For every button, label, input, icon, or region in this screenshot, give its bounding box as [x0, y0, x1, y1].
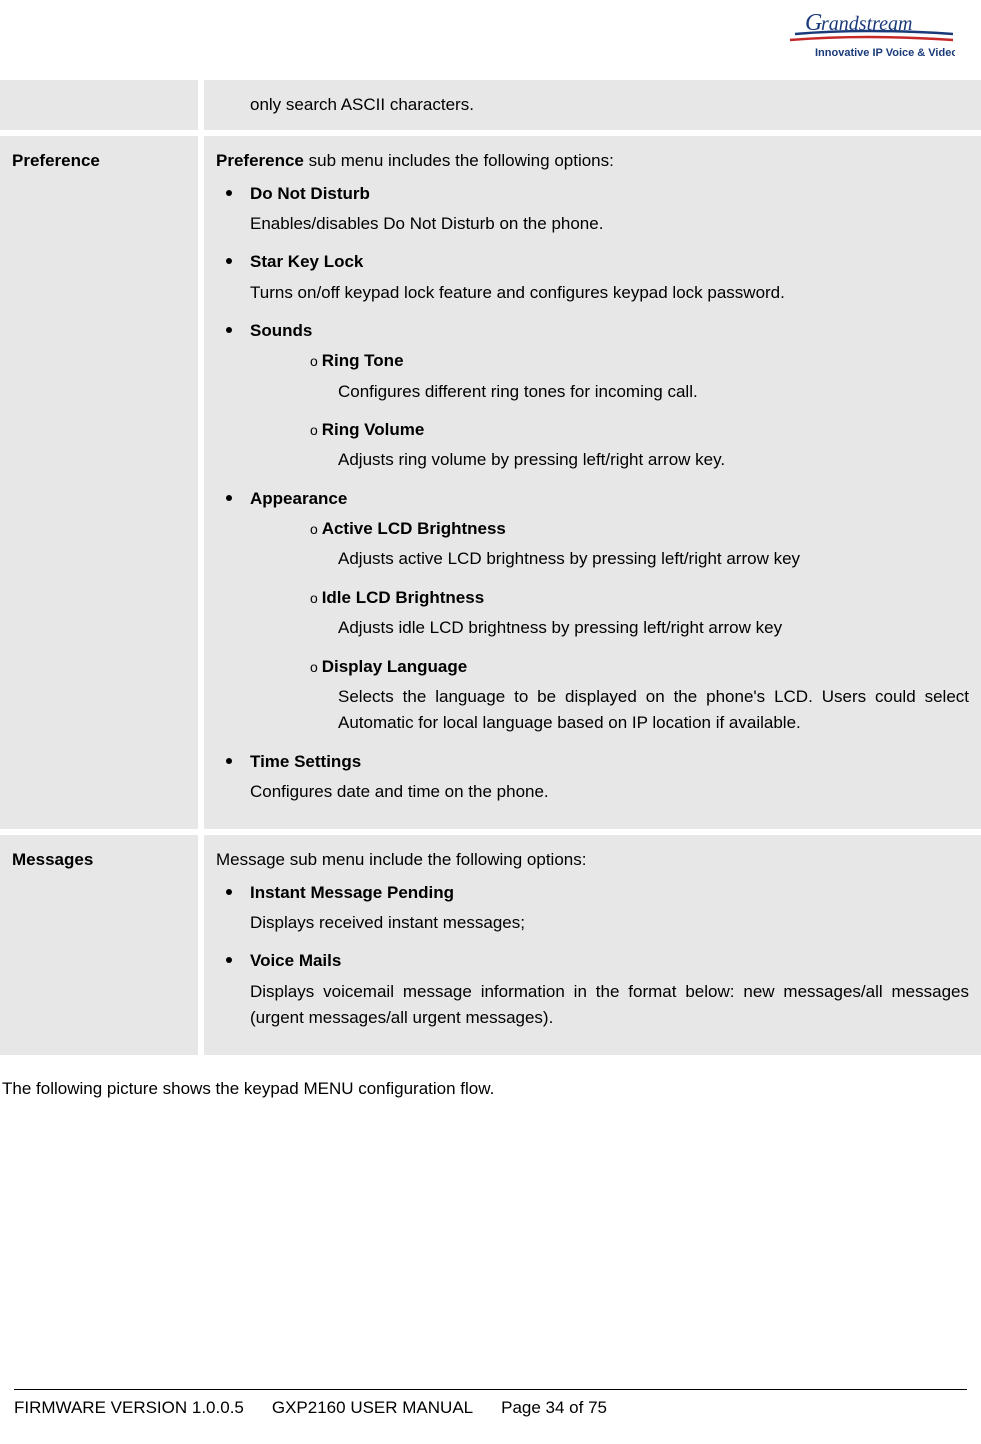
item-title-im: Instant Message Pending: [250, 880, 969, 906]
after-table-text: The following picture shows the keypad M…: [2, 1079, 979, 1099]
item-desc-time: Configures date and time on the phone.: [250, 779, 969, 805]
row-header-messages: Messages: [0, 835, 198, 1055]
list-item: Instant Message Pending Displays receive…: [216, 880, 969, 937]
sub-desc-active-lcd: Adjusts active LCD brightness by pressin…: [338, 546, 969, 572]
row-content-preference: Preference sub menu includes the followi…: [204, 136, 981, 829]
item-desc-dnd: Enables/disables Do Not Disturb on the p…: [250, 211, 969, 237]
item-desc-star: Turns on/off keypad lock feature and con…: [250, 280, 969, 306]
footer-manual: GXP2160 USER MANUAL: [272, 1398, 473, 1418]
list-item: Time Settings Configures date and time o…: [216, 749, 969, 806]
sub-desc-idle-lcd: Adjusts idle LCD brightness by pressing …: [338, 615, 969, 641]
table-row: Messages Message sub menu include the fo…: [0, 835, 981, 1055]
list-item: Do Not Disturb Enables/disables Do Not D…: [216, 181, 969, 238]
sub-item: o Ring Volume Adjusts ring volume by pre…: [310, 417, 969, 474]
footer-page: Page 34 of 75: [501, 1398, 607, 1418]
list-item: Sounds o Ring Tone Configures different …: [216, 318, 969, 474]
messages-intro: Message sub menu include the following o…: [216, 850, 586, 869]
list-item: Voice Mails Displays voicemail message i…: [216, 948, 969, 1031]
sub-item: o Ring Tone Configures different ring to…: [310, 348, 969, 405]
search-ascii-note: only search ASCII characters.: [216, 92, 969, 118]
sub-title-ringtone: Ring Tone: [322, 351, 404, 370]
row-content-messages: Message sub menu include the following o…: [204, 835, 981, 1055]
svg-text:Innovative IP Voice & Video: Innovative IP Voice & Video: [815, 47, 955, 59]
item-desc-vm: Displays voicemail message information i…: [250, 979, 969, 1032]
sub-desc-ringtone: Configures different ring tones for inco…: [338, 379, 969, 405]
item-title-appearance: Appearance: [250, 486, 969, 512]
item-title-vm: Voice Mails: [250, 948, 969, 974]
table-row: only search ASCII characters.: [0, 80, 981, 130]
sub-desc-ringvolume: Adjusts ring volume by pressing left/rig…: [338, 447, 969, 473]
table-row: Preference Preference sub menu includes …: [0, 136, 981, 829]
sub-title-active-lcd: Active LCD Brightness: [322, 519, 506, 538]
item-desc-im: Displays received instant messages;: [250, 910, 969, 936]
row-header-preference: Preference: [0, 136, 198, 829]
row-content: only search ASCII characters.: [204, 80, 981, 130]
item-title-time: Time Settings: [250, 749, 969, 775]
brand-logo: G randstream Innovative IP Voice & Video: [775, 8, 955, 66]
footer-firmware: FIRMWARE VERSION 1.0.0.5: [14, 1398, 244, 1418]
sub-item: o Display Language Selects the language …: [310, 654, 969, 737]
list-item: Star Key Lock Turns on/off keypad lock f…: [216, 249, 969, 306]
menu-table: only search ASCII characters. Preference…: [0, 74, 981, 1061]
intro-bold: Preference: [216, 151, 304, 170]
list-item: Appearance o Active LCD Brightness Adjus…: [216, 486, 969, 737]
sub-title-ringvolume: Ring Volume: [322, 420, 425, 439]
sub-item: o Active LCD Brightness Adjusts active L…: [310, 516, 969, 573]
sub-title-idle-lcd: Idle LCD Brightness: [322, 588, 484, 607]
intro-rest: sub menu includes the following options:: [304, 151, 614, 170]
item-title-sounds: Sounds: [250, 318, 969, 344]
row-header-empty: [0, 80, 198, 130]
item-title-dnd: Do Not Disturb: [250, 181, 969, 207]
page-footer: FIRMWARE VERSION 1.0.0.5 GXP2160 USER MA…: [14, 1389, 967, 1418]
sub-title-display-lang: Display Language: [322, 657, 467, 676]
sub-item: o Idle LCD Brightness Adjusts idle LCD b…: [310, 585, 969, 642]
item-title-star: Star Key Lock: [250, 249, 969, 275]
sub-desc-display-lang: Selects the language to be displayed on …: [338, 684, 969, 737]
